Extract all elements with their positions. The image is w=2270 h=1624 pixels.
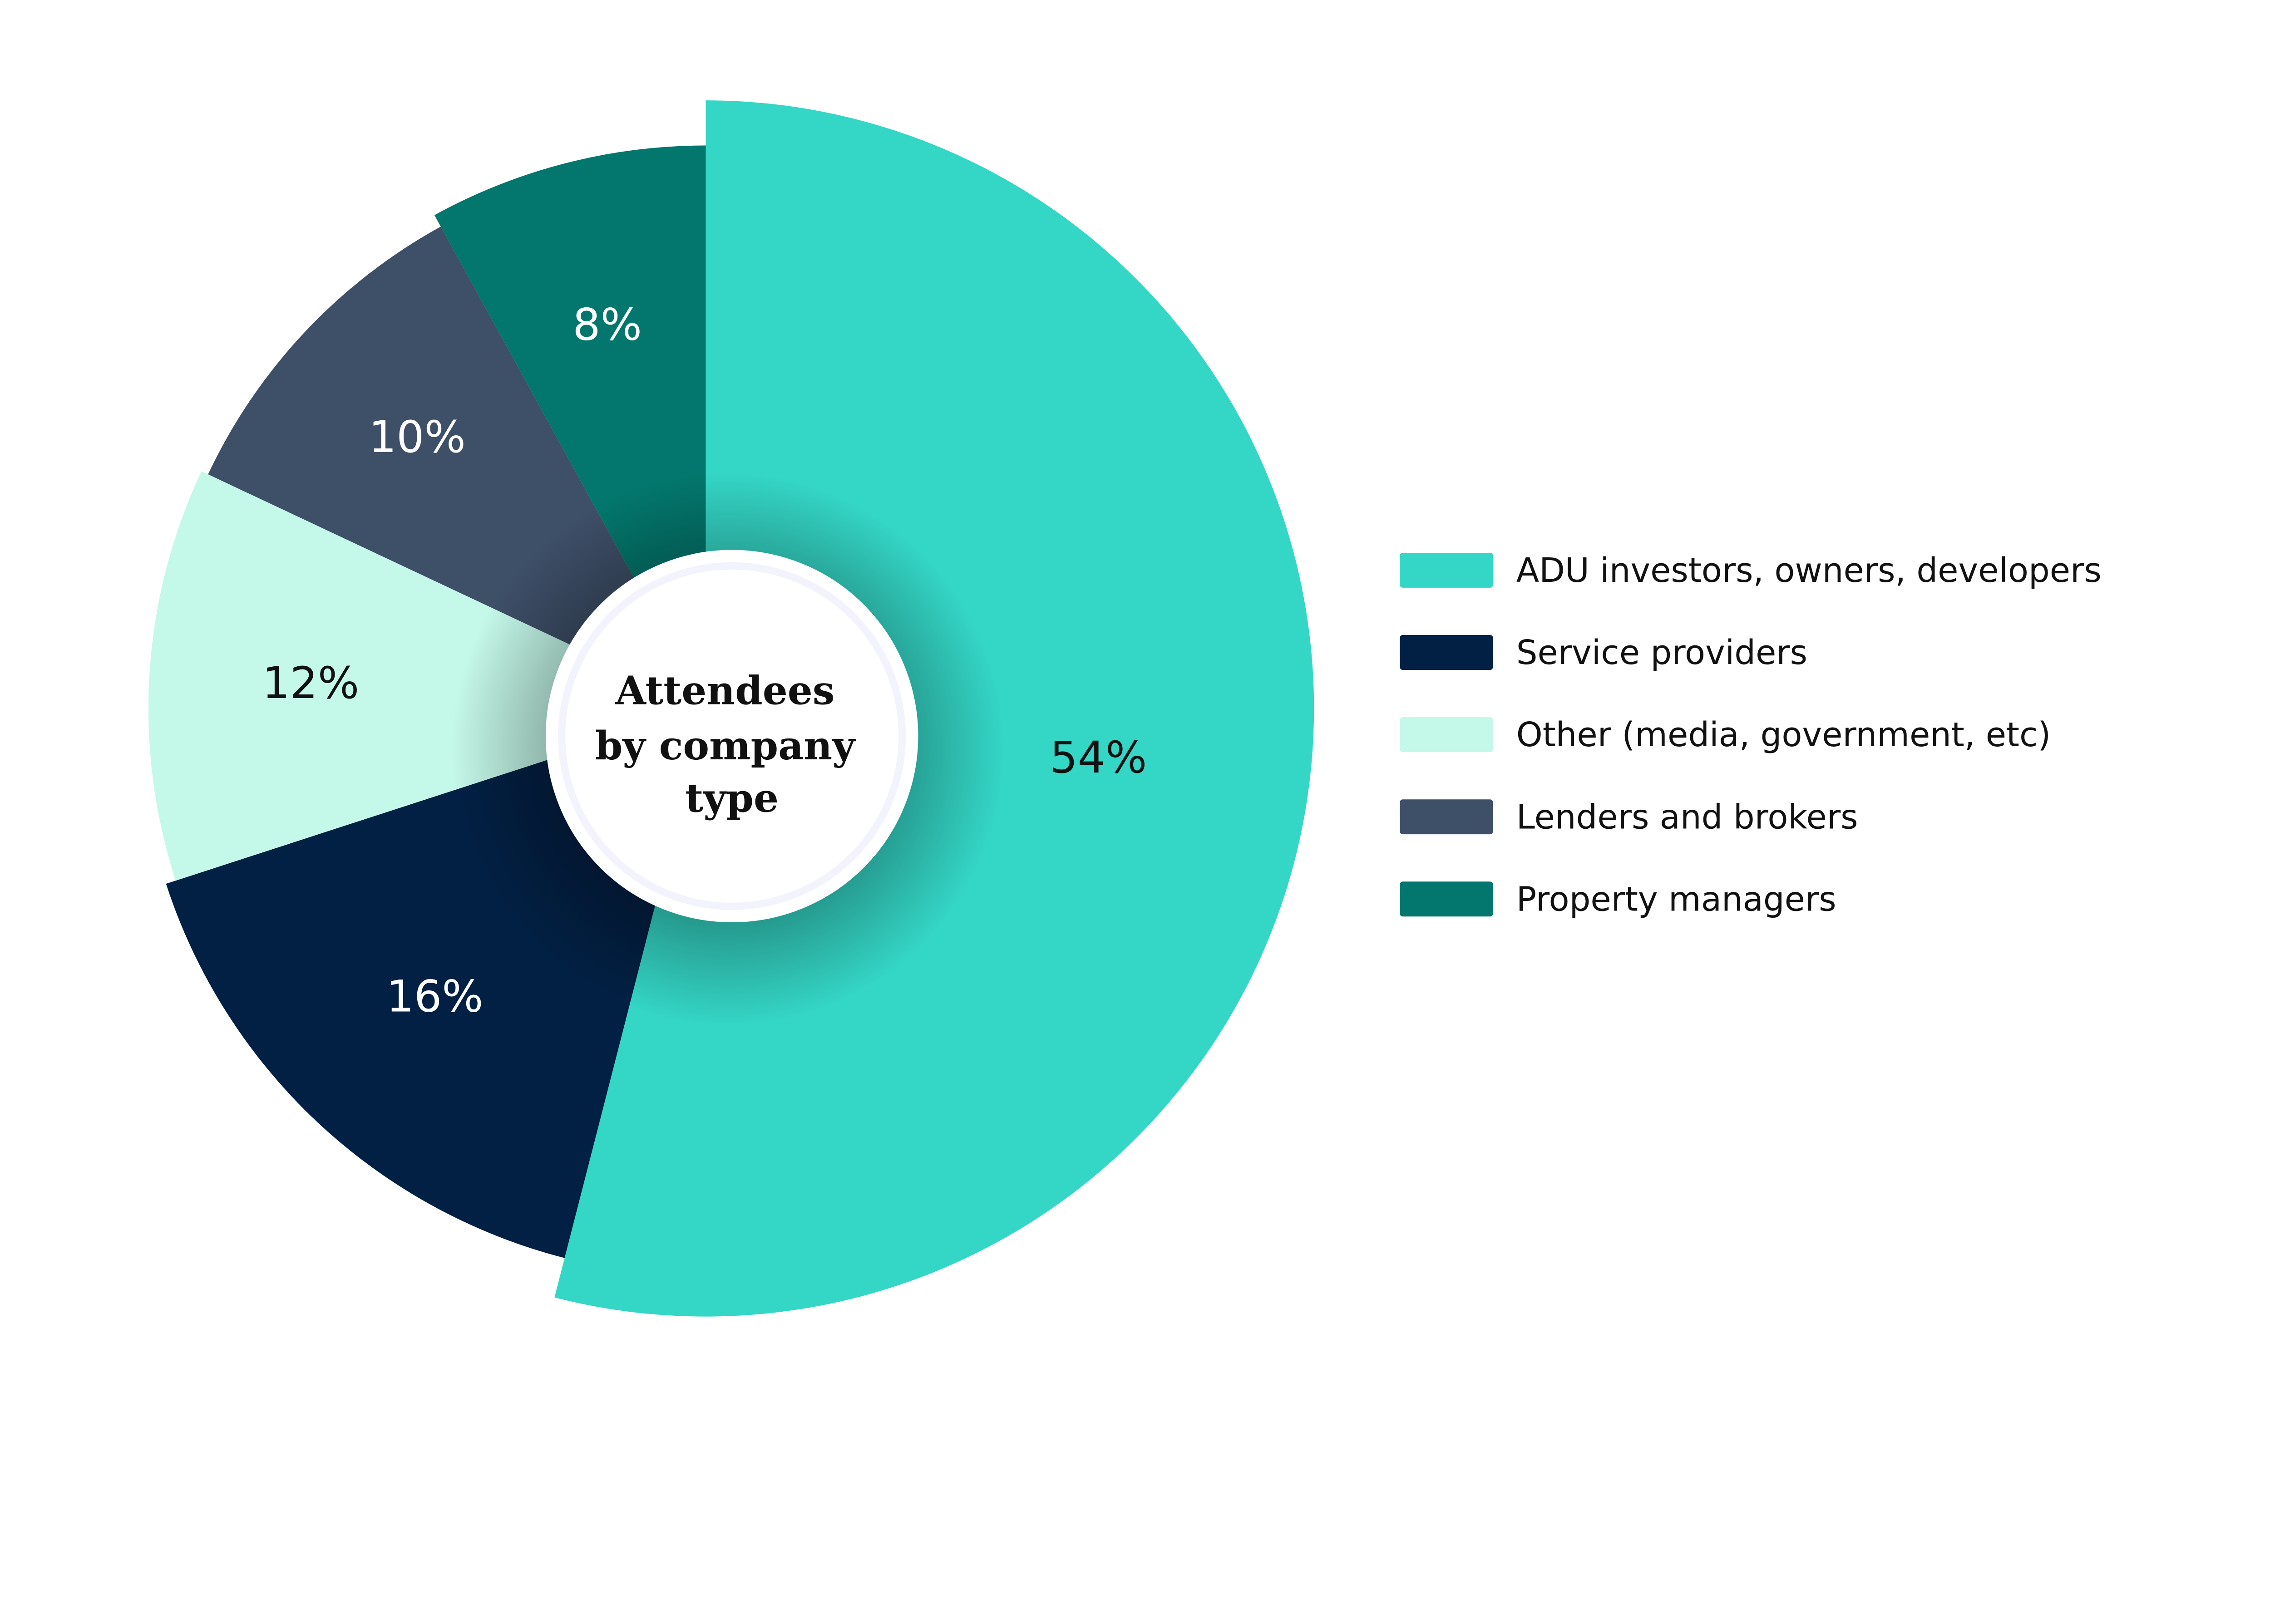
- slice-label-4: 10%: [369, 412, 466, 463]
- center-circle: [545, 550, 918, 923]
- slice-label-5: 8%: [572, 300, 642, 350]
- slice-label-2: 16%: [386, 971, 484, 1022]
- slice-labels: 54% 16% 12% 10% 8%: [262, 300, 1147, 1022]
- center-title-line-2: by company: [595, 723, 856, 769]
- center-circle-ring: [558, 562, 906, 910]
- slice-label-3: 12%: [262, 658, 360, 709]
- pie-chart: Attendees by company type 54% 16% 12% 10% 8%…: [148, 100, 2102, 1317]
- legend-label-4: Lenders and brokers: [1516, 798, 1858, 837]
- center-title-line-3: type: [685, 775, 779, 821]
- legend-label-2: Service providers: [1516, 634, 1807, 672]
- slice-label-1: 54%: [1050, 732, 1147, 783]
- center-title-line-1: Attendees: [615, 668, 835, 714]
- legend-swatch-2: [1400, 635, 1493, 670]
- legend-swatch-3: [1400, 717, 1493, 753]
- legend-label-3: Other (media, government, etc): [1516, 716, 2051, 754]
- legend-swatch-4: [1400, 799, 1493, 835]
- pie-slice-3: [148, 471, 706, 881]
- center-title: Attendees by company type: [595, 668, 869, 821]
- legend-label-1: ADU investors, owners, developers: [1516, 551, 2102, 590]
- legend-swatch-1: [1400, 552, 1493, 588]
- legend-label-5: Property managers: [1516, 880, 1836, 919]
- legend: ADU investors, owners, developers Service…: [1400, 551, 2102, 919]
- legend-swatch-5: [1400, 881, 1493, 917]
